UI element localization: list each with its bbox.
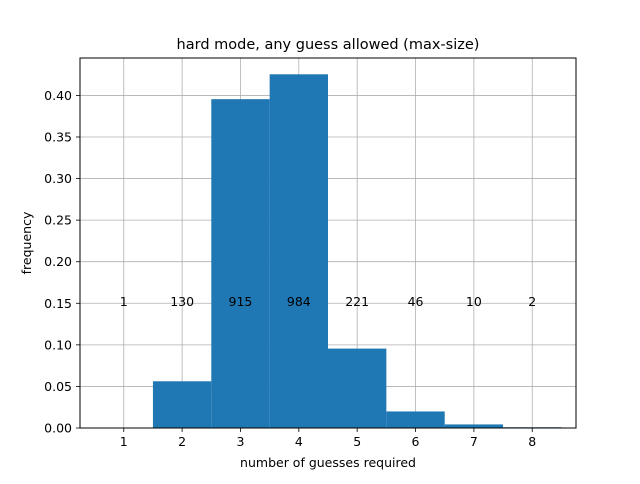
bar-4	[270, 74, 328, 428]
x-tick-label: 4	[295, 434, 303, 449]
x-tick-label: 2	[178, 434, 186, 449]
count-label: 915	[229, 294, 253, 309]
y-tick-label: 0.00	[44, 421, 72, 436]
count-label: 10	[466, 294, 482, 309]
bar-6	[386, 411, 444, 428]
x-tick-label: 1	[120, 434, 128, 449]
x-tick-label: 3	[236, 434, 244, 449]
y-tick-label: 0.35	[44, 129, 72, 144]
y-tick-label: 0.05	[44, 379, 72, 394]
y-axis-label: frequency	[19, 211, 34, 274]
y-tick-label: 0.30	[44, 171, 72, 186]
bar-3	[211, 99, 269, 428]
count-label: 2	[528, 294, 536, 309]
x-tick-label: 7	[470, 434, 478, 449]
y-tick-label: 0.25	[44, 213, 72, 228]
x-axis-label: number of guesses required	[240, 455, 416, 470]
x-tick-label: 6	[412, 434, 420, 449]
count-label: 221	[345, 294, 369, 309]
y-tick-label: 0.15	[44, 296, 72, 311]
count-label: 130	[170, 294, 194, 309]
bar-5	[328, 349, 386, 428]
y-tick-label: 0.10	[44, 337, 72, 352]
count-label: 984	[287, 294, 311, 309]
y-tick-label: 0.40	[44, 88, 72, 103]
bar-2	[153, 381, 211, 428]
count-label: 46	[408, 294, 424, 309]
count-label: 1	[120, 294, 128, 309]
y-tick-label: 0.20	[44, 254, 72, 269]
bar-7	[445, 424, 503, 428]
x-tick-label: 5	[353, 434, 361, 449]
x-tick-label: 8	[528, 434, 536, 449]
chart-title: hard mode, any guess allowed (max-size)	[177, 37, 480, 53]
